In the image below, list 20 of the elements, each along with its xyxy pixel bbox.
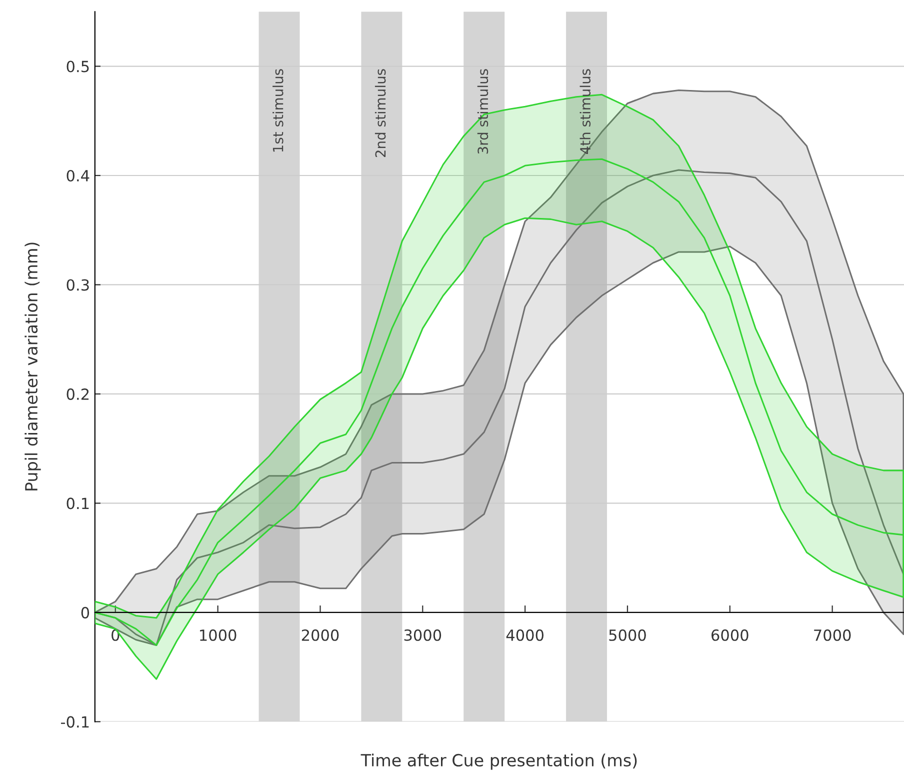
y-tick-label: 0 [81, 606, 90, 618]
band-label: 3rd stimulus [477, 69, 488, 154]
x-tick-label: 1000 [200, 629, 236, 641]
x-tick-label: 4000 [506, 629, 544, 641]
x-tick-label: 7000 [814, 629, 851, 641]
band-label: 1st stimulus [272, 69, 284, 152]
y-tick-label: 0.1 [66, 498, 89, 510]
band-label: 4th stimulus [580, 69, 591, 154]
y-tick-label: 0.3 [66, 279, 89, 291]
x-tick-label: 5000 [609, 629, 646, 641]
x-tick-label: 6000 [712, 629, 748, 641]
x-tick-label: 3000 [404, 629, 442, 641]
y-tick-label: -0.1 [61, 716, 89, 728]
y-tick-label: 0.4 [66, 170, 90, 182]
x-tick-label: 2000 [302, 629, 339, 641]
y-tick-label: 0.2 [66, 388, 89, 400]
y-axis-title: Pupil diameter variation (mm) [24, 242, 41, 490]
band-label: 2nd stimulus [374, 69, 386, 158]
x-axis-title: Time after Cue presentation (ms) [360, 754, 637, 770]
y-tick-label: 0.5 [66, 60, 89, 72]
